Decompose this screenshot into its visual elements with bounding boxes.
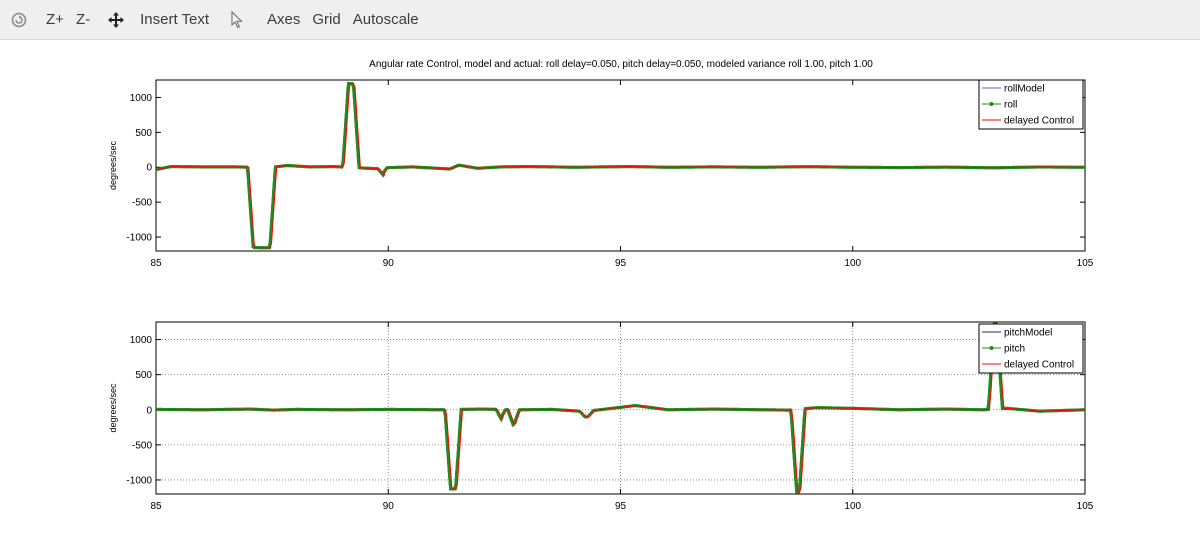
series-point-roll — [352, 93, 356, 98]
x-tick-label: 95 — [615, 258, 627, 269]
series-point-pitch — [798, 478, 802, 482]
y-tick-label: -500 — [132, 440, 152, 451]
series-point-roll — [342, 148, 346, 152]
series-point-pitch — [988, 382, 992, 386]
zoom-in-button[interactable]: Z+ — [46, 11, 64, 28]
plot-toolbar: Z+ Z- Insert Text Axes Grid Autoscale — [0, 0, 1200, 40]
select-pointer-button[interactable] — [226, 5, 248, 35]
insert-text-button[interactable]: Insert Text — [140, 11, 210, 28]
x-tick-label: 85 — [150, 501, 162, 512]
series-pitch — [156, 322, 1085, 494]
figure-canvas: Angular rate Control, model and actual: … — [0, 41, 1200, 553]
x-tick-label: 95 — [615, 501, 627, 512]
y-tick-label: -1000 — [126, 233, 152, 244]
legend-label: delayed Control — [1004, 116, 1074, 127]
series-point-roll — [270, 219, 274, 224]
x-tick-label: 105 — [1077, 501, 1094, 512]
pitch-subplot: 85 90 95 100 105 -1000 -500 0 500 1000 degrees/sec… — [108, 321, 1094, 512]
zoom-out-button[interactable]: Z- — [75, 11, 91, 28]
y-tick-label: -500 — [132, 198, 152, 209]
legend-label: delayed Control — [1004, 360, 1074, 371]
y-tick-label: 500 — [135, 370, 152, 381]
x-tick-label: 100 — [844, 501, 861, 512]
legend-swatch-marker — [989, 102, 994, 106]
chart-title: Angular rate Control, model and actual: … — [369, 59, 873, 70]
series-group — [156, 322, 1085, 494]
series-point-pitch — [790, 421, 794, 425]
x-tick-label: 85 — [150, 258, 162, 269]
legend-label: roll — [1004, 100, 1017, 111]
series-point-pitch — [792, 451, 796, 455]
y-tick-label: 0 — [146, 405, 152, 416]
series-point-roll — [346, 86, 350, 90]
y-tick-label: 0 — [146, 163, 152, 174]
legend: rollModel roll delayed Control — [978, 79, 1084, 130]
series-point-pitch — [802, 417, 806, 421]
pointer-icon — [231, 10, 243, 28]
series-line-delayed Control — [156, 82, 1085, 249]
axes-button[interactable]: Axes — [267, 11, 301, 28]
y-tick-label: -1000 — [126, 475, 152, 486]
roll-subplot: 85 90 95 100 105 -1000 -500 0 500 1000 degrees/sec… — [108, 79, 1094, 269]
series-point-roll — [344, 117, 348, 121]
y-axis-label: degrees/sec — [108, 383, 118, 433]
pan-button[interactable] — [105, 5, 127, 35]
series-point-pitch — [445, 439, 449, 443]
series-point-pitch — [455, 461, 459, 465]
autoscale-button[interactable]: Autoscale — [352, 11, 419, 28]
legend-swatch-marker — [989, 346, 994, 350]
figure-svg: Angular rate Control, model and actual: … — [108, 59, 1094, 512]
x-tick-label: 90 — [383, 501, 395, 512]
magnifier-reset-icon — [11, 12, 27, 27]
y-tick-label: 1000 — [130, 335, 153, 346]
series-point-roll — [356, 156, 360, 160]
series-point-pitch — [794, 482, 798, 486]
x-tick-label: 100 — [844, 258, 861, 269]
y-tick-label: 1000 — [130, 93, 153, 104]
x-tick-label: 90 — [383, 258, 395, 269]
y-axis-label: degrees/sec — [108, 140, 118, 190]
series-point-pitch — [998, 377, 1003, 381]
x-tick-label: 105 — [1077, 258, 1094, 269]
y-tick-label: 500 — [135, 128, 152, 139]
grid-button[interactable]: Grid — [312, 11, 341, 28]
series-line-delayed Control — [156, 323, 1085, 493]
move-arrows-icon — [108, 11, 125, 28]
series-point-roll — [247, 185, 251, 189]
legend: pitchModel pitch delayed Control — [978, 323, 1084, 374]
legend-label: pitchModel — [1004, 328, 1052, 339]
series-point-roll — [249, 215, 253, 219]
legend-label: pitch — [1004, 344, 1025, 355]
reset-zoom-button[interactable] — [8, 5, 30, 35]
series-group — [156, 81, 1085, 250]
legend-label: rollModel — [1004, 84, 1045, 95]
